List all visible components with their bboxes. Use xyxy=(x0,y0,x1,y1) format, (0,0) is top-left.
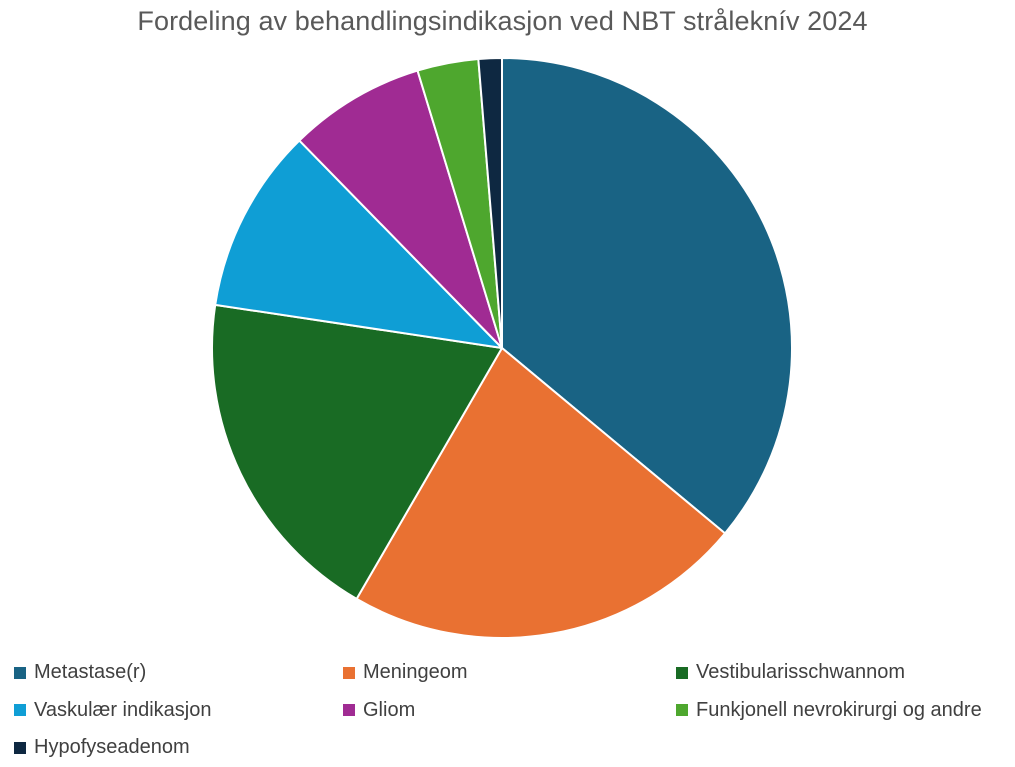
legend-item: Vaskulær indikasjon xyxy=(14,692,343,730)
legend-swatch xyxy=(14,741,26,754)
pie-slice-vestibularisschwannom xyxy=(211,303,503,600)
pie-slice-meningeom xyxy=(355,347,727,639)
legend-swatch xyxy=(676,704,688,717)
legend-item: Gliom xyxy=(343,692,676,730)
legend-swatch xyxy=(14,666,26,679)
legend-swatch xyxy=(343,666,355,679)
legend-item: Hypofyseadenom xyxy=(14,729,343,767)
legend-label: Gliom xyxy=(363,698,416,721)
chart-title: Fordeling av behandlingsindikasjon ved N… xyxy=(137,6,868,36)
pie-slice-gliom xyxy=(298,69,503,349)
pie-slice-hypofyseadenom xyxy=(477,57,503,349)
legend-item: Metastase(r) xyxy=(14,654,343,692)
legend-label: Vaskulær indikasjon xyxy=(34,698,212,721)
legend-label: Hypofyseadenom xyxy=(34,736,190,759)
legend-swatch xyxy=(14,704,26,717)
pie-slice-vaskul-r-indikasjon xyxy=(214,139,503,349)
legend-item: Funkjonell nevrokirurgi og andre xyxy=(676,692,1015,730)
pie-slice-metastase-r xyxy=(501,57,793,535)
legend-label: Funkjonell nevrokirurgi og andre xyxy=(696,698,982,721)
legend-swatch xyxy=(676,666,688,679)
legend-label: Meningeom xyxy=(363,661,468,684)
legend-label: Metastase(r) xyxy=(34,661,147,684)
legend-item: Meningeom xyxy=(343,654,676,692)
legend-swatch xyxy=(343,704,355,717)
legend-label: Vestibularisschwannom xyxy=(696,661,905,684)
chart-legend: Metastase(r) Meningeom Vestibularisschwann… xyxy=(14,654,1015,767)
legend-item: Vestibularisschwannom xyxy=(676,654,1015,692)
